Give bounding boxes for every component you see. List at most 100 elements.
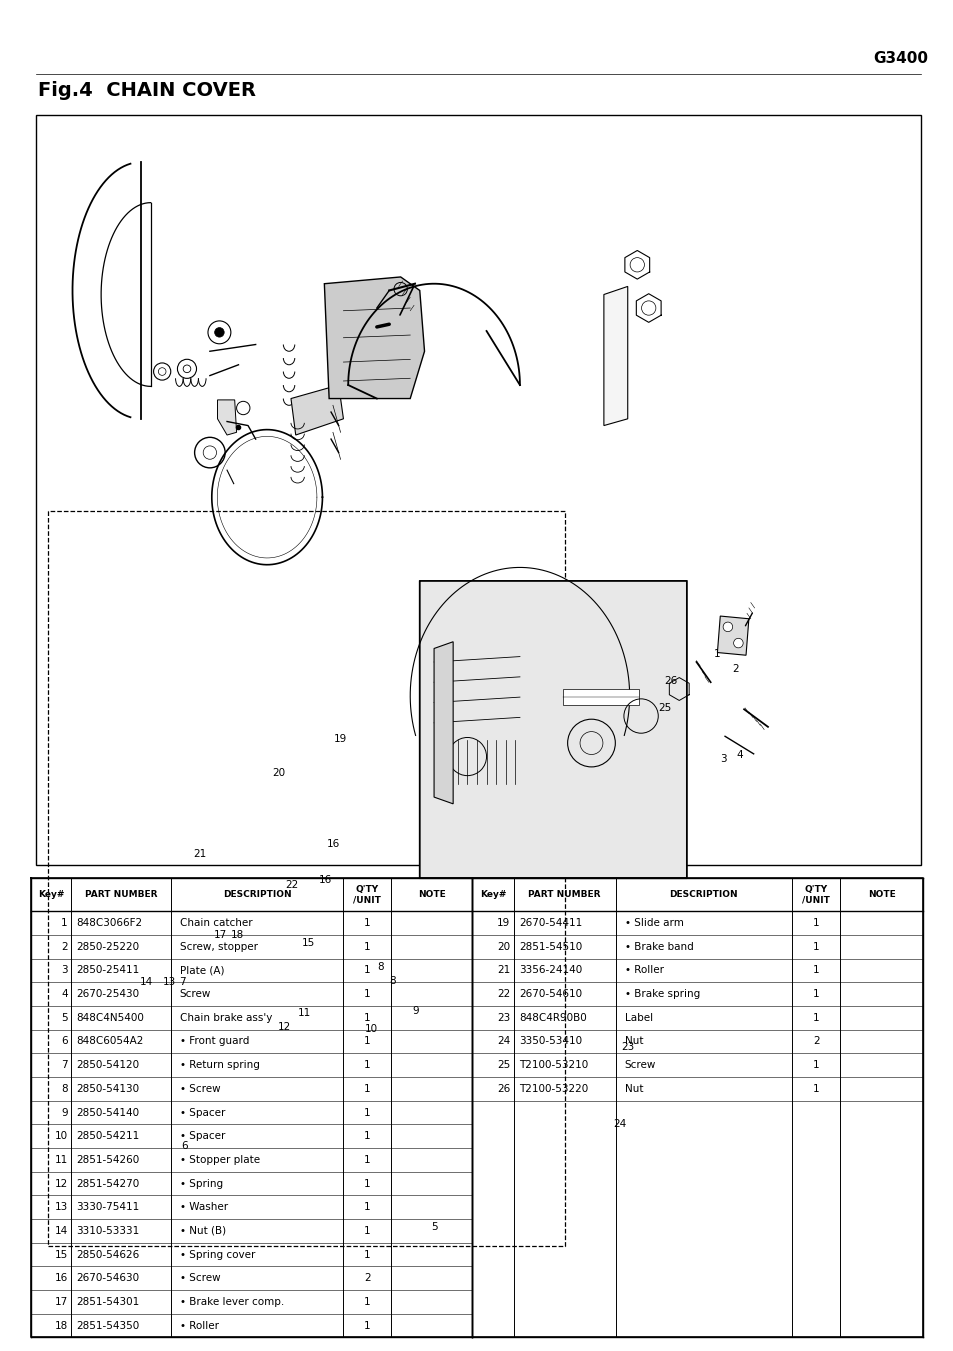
Text: 14: 14 (54, 1225, 68, 1236)
Text: 18: 18 (231, 929, 244, 940)
Text: 1: 1 (363, 1084, 370, 1094)
Text: 3: 3 (720, 754, 725, 765)
Text: 8: 8 (61, 1084, 68, 1094)
Text: Q'TY
/UNIT: Q'TY /UNIT (353, 885, 380, 904)
Text: • Spring: • Spring (179, 1178, 222, 1189)
Text: 15: 15 (54, 1250, 68, 1259)
Text: 4: 4 (61, 989, 68, 1000)
Text: 8: 8 (389, 975, 395, 986)
Text: PART NUMBER: PART NUMBER (528, 890, 600, 900)
Text: 3350-53410: 3350-53410 (518, 1036, 581, 1047)
Text: 17: 17 (54, 1297, 68, 1306)
Text: 1: 1 (363, 966, 370, 975)
Text: • Washer: • Washer (179, 1202, 228, 1212)
Text: 3356-24140: 3356-24140 (518, 966, 581, 975)
Text: 1: 1 (812, 966, 819, 975)
Text: 6: 6 (61, 1036, 68, 1047)
Text: 2850-54626: 2850-54626 (76, 1250, 139, 1259)
Text: 25: 25 (658, 703, 671, 713)
Text: 1: 1 (812, 1061, 819, 1070)
Text: 6: 6 (181, 1140, 187, 1151)
Text: 1: 1 (714, 648, 720, 659)
Text: 12: 12 (54, 1178, 68, 1189)
Text: • Stopper plate: • Stopper plate (179, 1155, 259, 1165)
Text: 2: 2 (812, 1036, 819, 1047)
Text: 9: 9 (413, 1005, 418, 1016)
Text: 1: 1 (363, 1321, 370, 1331)
Text: 26: 26 (497, 1084, 510, 1094)
Text: NOTE: NOTE (417, 890, 445, 900)
Text: Nut: Nut (624, 1084, 642, 1094)
Text: 1: 1 (363, 1250, 370, 1259)
Text: 16: 16 (318, 874, 332, 885)
Text: 15: 15 (301, 938, 314, 948)
Text: 1: 1 (812, 919, 819, 928)
Text: • Roller: • Roller (624, 966, 663, 975)
Text: 19: 19 (334, 734, 347, 744)
Text: 3310-53331: 3310-53331 (76, 1225, 139, 1236)
Text: • Spacer: • Spacer (179, 1108, 225, 1117)
Text: 10: 10 (364, 1024, 377, 1035)
Text: 8: 8 (377, 962, 383, 973)
Text: 1: 1 (363, 1013, 370, 1023)
Polygon shape (717, 616, 748, 655)
Text: 2851-54301: 2851-54301 (76, 1297, 139, 1306)
Text: 11: 11 (297, 1008, 311, 1019)
Text: 11: 11 (54, 1155, 68, 1165)
Text: 21: 21 (193, 848, 207, 859)
Text: • Slide arm: • Slide arm (624, 919, 682, 928)
Text: 2670-54630: 2670-54630 (76, 1273, 139, 1283)
Text: • Front guard: • Front guard (179, 1036, 249, 1047)
Text: 24: 24 (613, 1119, 626, 1129)
Circle shape (722, 621, 732, 632)
Text: 1: 1 (363, 942, 370, 951)
Polygon shape (324, 277, 424, 399)
Text: 1: 1 (812, 942, 819, 951)
Text: 23: 23 (620, 1042, 634, 1052)
Text: 20: 20 (497, 942, 510, 951)
Text: 19: 19 (497, 919, 510, 928)
Text: 7: 7 (61, 1061, 68, 1070)
Text: 23: 23 (497, 1013, 510, 1023)
Text: DESCRIPTION: DESCRIPTION (223, 890, 291, 900)
Text: Screw, stopper: Screw, stopper (179, 942, 257, 951)
Text: 1: 1 (812, 1084, 819, 1094)
Text: 2670-54610: 2670-54610 (518, 989, 581, 1000)
Text: 1: 1 (363, 1061, 370, 1070)
Text: Chain catcher: Chain catcher (179, 919, 252, 928)
Bar (36, 115, 920, 865)
Text: T2100-53220: T2100-53220 (518, 1084, 587, 1094)
Text: 2850-54130: 2850-54130 (76, 1084, 139, 1094)
Text: 10: 10 (54, 1131, 68, 1142)
Text: 2: 2 (61, 942, 68, 951)
Text: PART NUMBER: PART NUMBER (85, 890, 157, 900)
Text: 5: 5 (61, 1013, 68, 1023)
Text: 1: 1 (363, 1108, 370, 1117)
Text: • Spacer: • Spacer (179, 1131, 225, 1142)
Polygon shape (603, 286, 627, 426)
Text: 2: 2 (363, 1273, 370, 1283)
Text: 3: 3 (61, 966, 68, 975)
Text: 1: 1 (363, 1155, 370, 1165)
Text: 12: 12 (277, 1021, 291, 1032)
Text: T2100-53210: T2100-53210 (518, 1061, 587, 1070)
Text: 22: 22 (497, 989, 510, 1000)
Circle shape (214, 327, 224, 338)
Text: 18: 18 (54, 1321, 68, 1331)
Text: NOTE: NOTE (867, 890, 895, 900)
Text: Nut: Nut (624, 1036, 642, 1047)
Text: • Nut (B): • Nut (B) (179, 1225, 226, 1236)
Text: 5: 5 (431, 1221, 436, 1232)
Text: Key#: Key# (37, 890, 64, 900)
Text: 1: 1 (363, 989, 370, 1000)
Text: 16: 16 (327, 839, 340, 850)
Text: Key#: Key# (479, 890, 506, 900)
Text: Chain brake ass'y: Chain brake ass'y (179, 1013, 272, 1023)
Text: 1: 1 (363, 1297, 370, 1306)
Text: 2850-25411: 2850-25411 (76, 966, 139, 975)
Text: • Brake lever comp.: • Brake lever comp. (179, 1297, 284, 1306)
Polygon shape (434, 642, 453, 804)
Text: • Screw: • Screw (179, 1273, 220, 1283)
Text: 17: 17 (213, 929, 227, 940)
Text: G3400: G3400 (872, 51, 927, 66)
